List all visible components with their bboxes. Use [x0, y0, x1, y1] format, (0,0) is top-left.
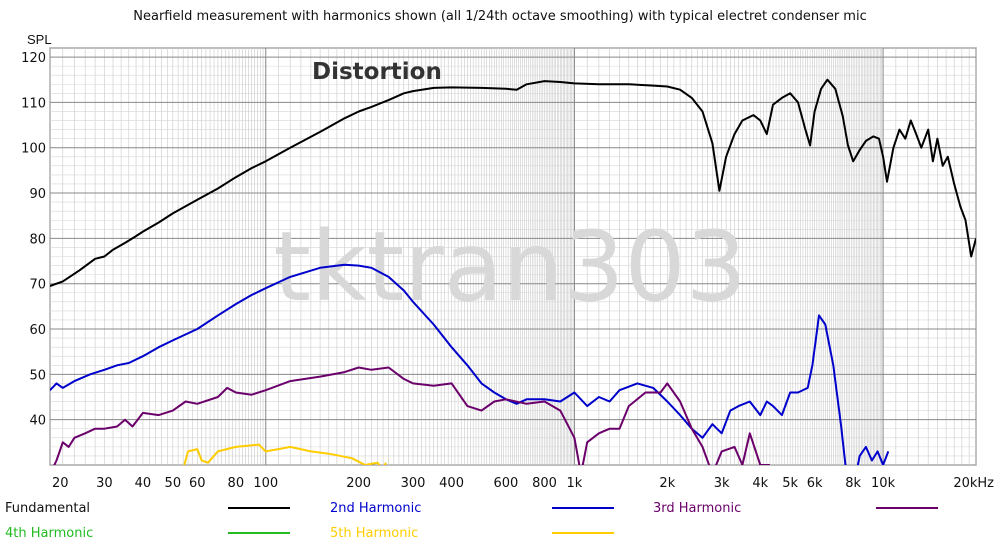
x-tick-label: 10k — [871, 476, 896, 491]
x-tick-label: 100 — [253, 476, 278, 491]
x-tick-label: 40 — [135, 476, 152, 491]
legend-label-fundamental: Fundamental — [5, 501, 90, 516]
x-tick-label: 200 — [346, 476, 371, 491]
x-tick-label: 800 — [532, 476, 557, 491]
x-tick-label: 30 — [96, 476, 113, 491]
legend-label-3rd-harmonic: 3rd Harmonic — [653, 501, 741, 516]
distortion-annotation: Distortion — [312, 59, 442, 85]
x-tick-label: 8k — [845, 476, 861, 491]
x-tick-label: 5k — [782, 476, 798, 491]
legend-label-4th-harmonic: 4th Harmonic — [5, 526, 93, 541]
x-tick-label: 400 — [439, 476, 464, 491]
x-tick-label: 300 — [401, 476, 426, 491]
y-tick-label: 110 — [21, 96, 46, 111]
y-tick-label: 60 — [29, 323, 46, 338]
x-tick-label: 60 — [189, 476, 206, 491]
y-tick-label: 50 — [29, 368, 46, 383]
series-layer — [50, 78, 976, 465]
x-tick-label: 1k — [567, 476, 583, 491]
y-axis-label: SPL — [27, 32, 52, 47]
x-tick-label: 80 — [228, 476, 245, 491]
watermark: tktran303 — [273, 211, 746, 323]
x-tick-label: 50 — [165, 476, 182, 491]
legend-label-5th-harmonic: 5th Harmonic — [330, 526, 418, 541]
x-tick-label: 4k — [752, 476, 768, 491]
major-grid — [50, 48, 976, 465]
series-line-fundamental — [50, 78, 976, 287]
y-tick-label: 90 — [29, 187, 46, 202]
x-tick-label: 3k — [714, 476, 730, 491]
y-tick-label: 120 — [21, 51, 46, 66]
y-tick-label: 70 — [29, 278, 46, 293]
y-tick-label: 40 — [29, 414, 46, 429]
x-tick-label: 20 — [52, 476, 69, 491]
series-line-3rd-harmonic — [53, 366, 770, 465]
y-tick-label: 80 — [29, 232, 46, 247]
series-line-2nd-harmonic — [50, 263, 890, 465]
y-tick-label: 100 — [21, 142, 46, 157]
y-tick-labels: 40 50 60 70 80 90 100 110 120 — [21, 51, 46, 429]
legend: Fundamental 2nd Harmonic 3rd Harmonic 4th H… — [5, 501, 938, 541]
x-tick-labels: 20 30 40 50 60 80 100 200 300 400 600 800 1k 2k 3k 4k 5k… — [52, 476, 994, 491]
minor-grid — [49, 47, 977, 466]
legend-label-2nd-harmonic: 2nd Harmonic — [330, 501, 421, 516]
x-tick-label: 6k — [807, 476, 823, 491]
series-line-5th-harmonic — [183, 443, 387, 465]
x-tick-label: 600 — [494, 476, 519, 491]
chart-title: Nearfield measurement with harmonics sho… — [133, 9, 866, 24]
x-tick-label: 2k — [659, 476, 675, 491]
x-tick-label: 20kHz — [953, 476, 994, 491]
